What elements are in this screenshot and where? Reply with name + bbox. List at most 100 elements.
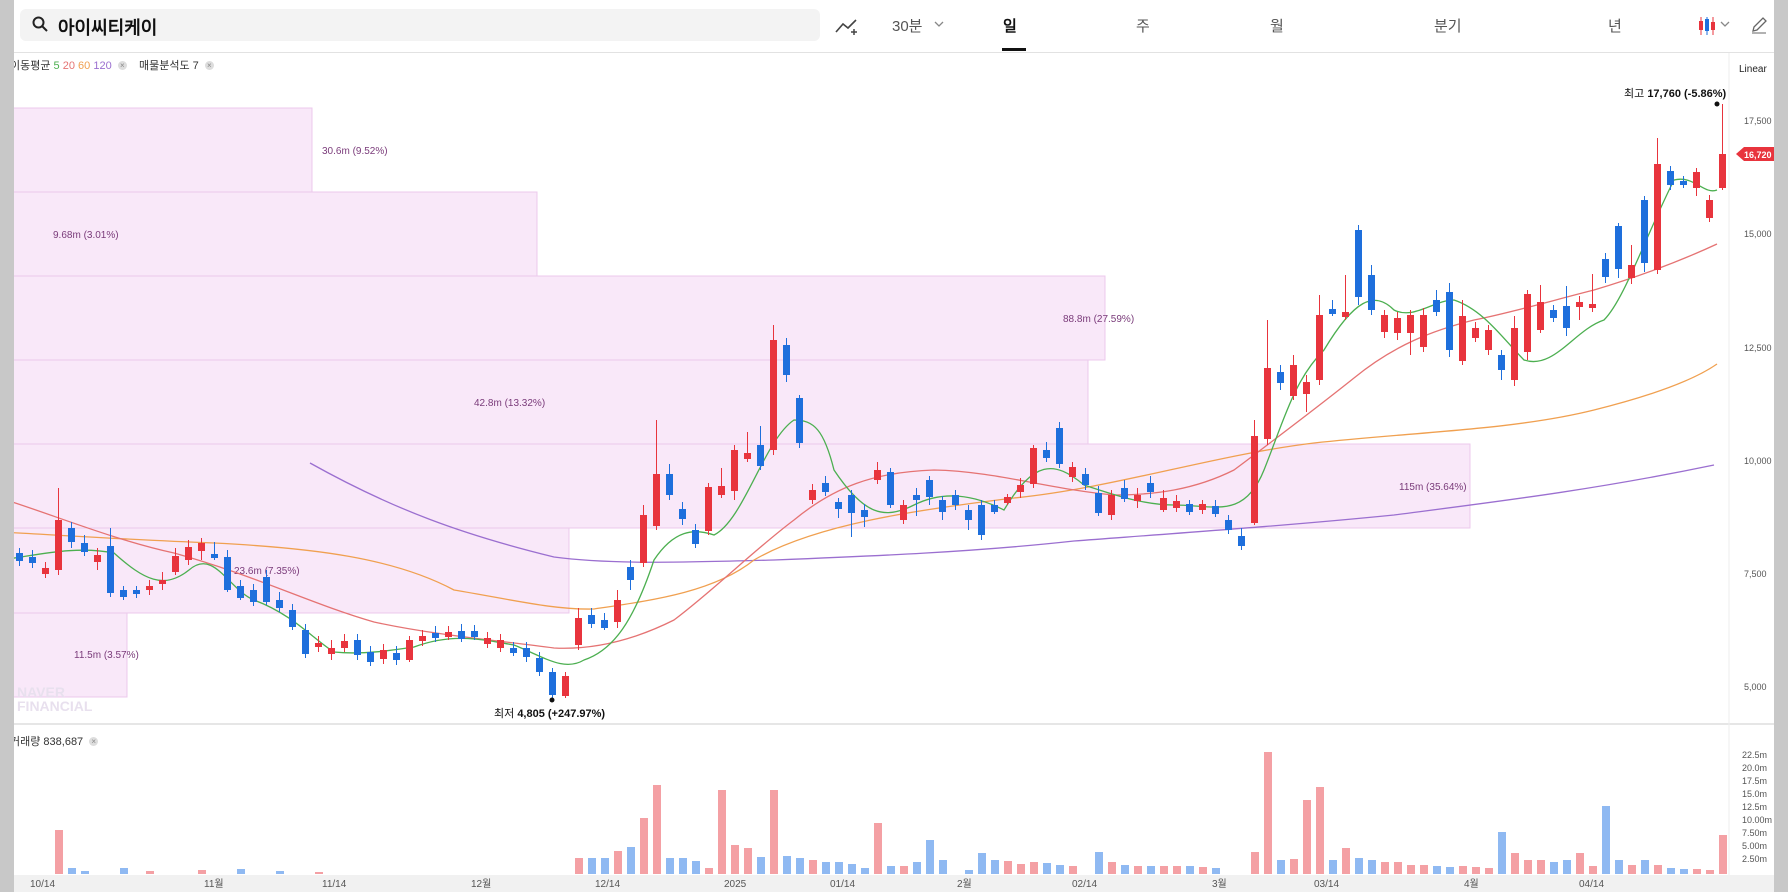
- candle-body: [1420, 315, 1427, 347]
- volume-bar: [614, 851, 622, 874]
- candle-body: [276, 600, 283, 608]
- volume-tick: 20.0m: [1742, 763, 1767, 773]
- candle-body: [1433, 300, 1440, 312]
- date-tick: 04/14: [1579, 879, 1604, 890]
- candle-body: [1524, 294, 1531, 352]
- period-quarter[interactable]: 분기: [1434, 18, 1462, 35]
- edit-pencil-icon[interactable]: [1750, 16, 1768, 34]
- active-period-indicator: [1002, 48, 1026, 51]
- volume-tick: 15.0m: [1742, 789, 1767, 799]
- price-tick: 17,500: [1744, 116, 1772, 126]
- volume-bar: [1069, 866, 1077, 874]
- volume-bar: [1693, 869, 1701, 874]
- ma20-label: 20: [62, 60, 75, 72]
- period-month[interactable]: 월: [1270, 18, 1284, 35]
- candle-body: [1069, 467, 1076, 477]
- candlestick-type-icon[interactable]: [1697, 15, 1717, 37]
- candle-body: [432, 633, 439, 638]
- stock-chart[interactable]: 30.6m (9.52%) 9.68m (3.01%) 88.8m (27.59…: [14, 0, 1774, 892]
- candle-body: [211, 554, 218, 558]
- chevron-down-icon[interactable]: [1720, 21, 1730, 29]
- volume-bar: [68, 868, 76, 874]
- candle-body: [575, 618, 582, 645]
- volume-bar: [1056, 865, 1064, 874]
- draw-tool-icon[interactable]: [834, 16, 860, 36]
- candle-body: [16, 553, 23, 561]
- period-day[interactable]: 일: [1003, 18, 1017, 35]
- candle-body: [510, 648, 517, 653]
- volume-bar: [276, 871, 284, 874]
- volume-bar: [770, 790, 778, 874]
- candle-body: [341, 641, 348, 648]
- period-year[interactable]: 년: [1608, 18, 1622, 35]
- volume-bar: [1576, 853, 1584, 874]
- volume-tick: 12.5m: [1742, 802, 1767, 812]
- close-icon[interactable]: ×: [204, 61, 214, 70]
- candle-body: [1186, 504, 1193, 512]
- volume-profile-label: 매물분석도 7: [139, 60, 199, 72]
- candle-body: [1225, 520, 1232, 530]
- volume-bar: [1472, 867, 1480, 874]
- candle-body: [1017, 485, 1024, 492]
- volume-bar: [1537, 860, 1545, 874]
- close-icon[interactable]: ×: [117, 61, 127, 70]
- candle-body: [653, 474, 660, 526]
- date-tick: 2월: [957, 878, 972, 890]
- candle-body: [536, 658, 543, 672]
- candle-body: [1667, 171, 1674, 185]
- candle-body: [1251, 436, 1258, 523]
- volume-tick: 7.50m: [1742, 828, 1767, 838]
- volume-bar: [1329, 860, 1337, 874]
- search-icon: [32, 16, 48, 32]
- candle-body: [1693, 172, 1700, 188]
- candle-body: [692, 530, 699, 544]
- volume-bar: [575, 858, 583, 874]
- volume-bar: [55, 830, 63, 874]
- search-box[interactable]: 아이씨티케이: [20, 9, 820, 41]
- candle-body: [822, 483, 829, 492]
- close-icon[interactable]: ×: [89, 737, 99, 746]
- volume-tick: 5.00m: [1742, 841, 1767, 851]
- candle-body: [640, 515, 647, 563]
- candle-body: [1654, 164, 1661, 270]
- volume-bar: [1043, 863, 1051, 874]
- volume-bar: [1615, 860, 1623, 874]
- high-marker-dot: [1714, 101, 1720, 107]
- volume-bar: [1498, 832, 1506, 874]
- period-week[interactable]: 주: [1136, 18, 1150, 35]
- vp-label: 30.6m (9.52%): [322, 146, 388, 157]
- volume-legend: 거래량 838,687 ×: [14, 733, 99, 749]
- candle-body: [1056, 428, 1063, 464]
- volume-bar: [1121, 865, 1129, 874]
- volume-bar: [1459, 866, 1467, 874]
- volume-bar: [1641, 860, 1649, 874]
- scale-mode-button[interactable]: Linear: [1739, 64, 1767, 75]
- chevron-down-icon[interactable]: [934, 21, 944, 29]
- candle-body: [263, 577, 270, 602]
- candle-body: [1212, 506, 1219, 514]
- date-axis: 10/14 11월 11/14 12월 12/14 2025 01/14 2월 …: [30, 878, 1604, 890]
- candle-body: [1043, 450, 1050, 458]
- volume-bar: [848, 864, 856, 874]
- candle-body: [81, 543, 88, 552]
- volume-bar: [1134, 866, 1142, 874]
- candle-body: [978, 505, 985, 535]
- period-30min[interactable]: 30분: [892, 18, 923, 35]
- volume-bar: [1719, 835, 1727, 874]
- candle-body: [1641, 200, 1648, 263]
- candle-body: [549, 672, 556, 695]
- volume-bar: [1628, 865, 1636, 874]
- candle-body: [185, 547, 192, 560]
- volume-bar: [978, 853, 986, 874]
- candle-body: [224, 557, 231, 590]
- volume-bar: [1251, 852, 1259, 874]
- volume-bar: [1654, 865, 1662, 874]
- volume-bar: [1030, 862, 1038, 874]
- candle-body: [1173, 501, 1180, 508]
- volume-bar: [1667, 868, 1675, 874]
- volume-bar: [1004, 861, 1012, 874]
- candle-body: [1394, 318, 1401, 333]
- volume-bar: [1420, 865, 1428, 874]
- price-axis: 17,500 15,000 12,500 10,000 7,500 5,000: [1744, 116, 1772, 692]
- volume-bar: [1524, 860, 1532, 874]
